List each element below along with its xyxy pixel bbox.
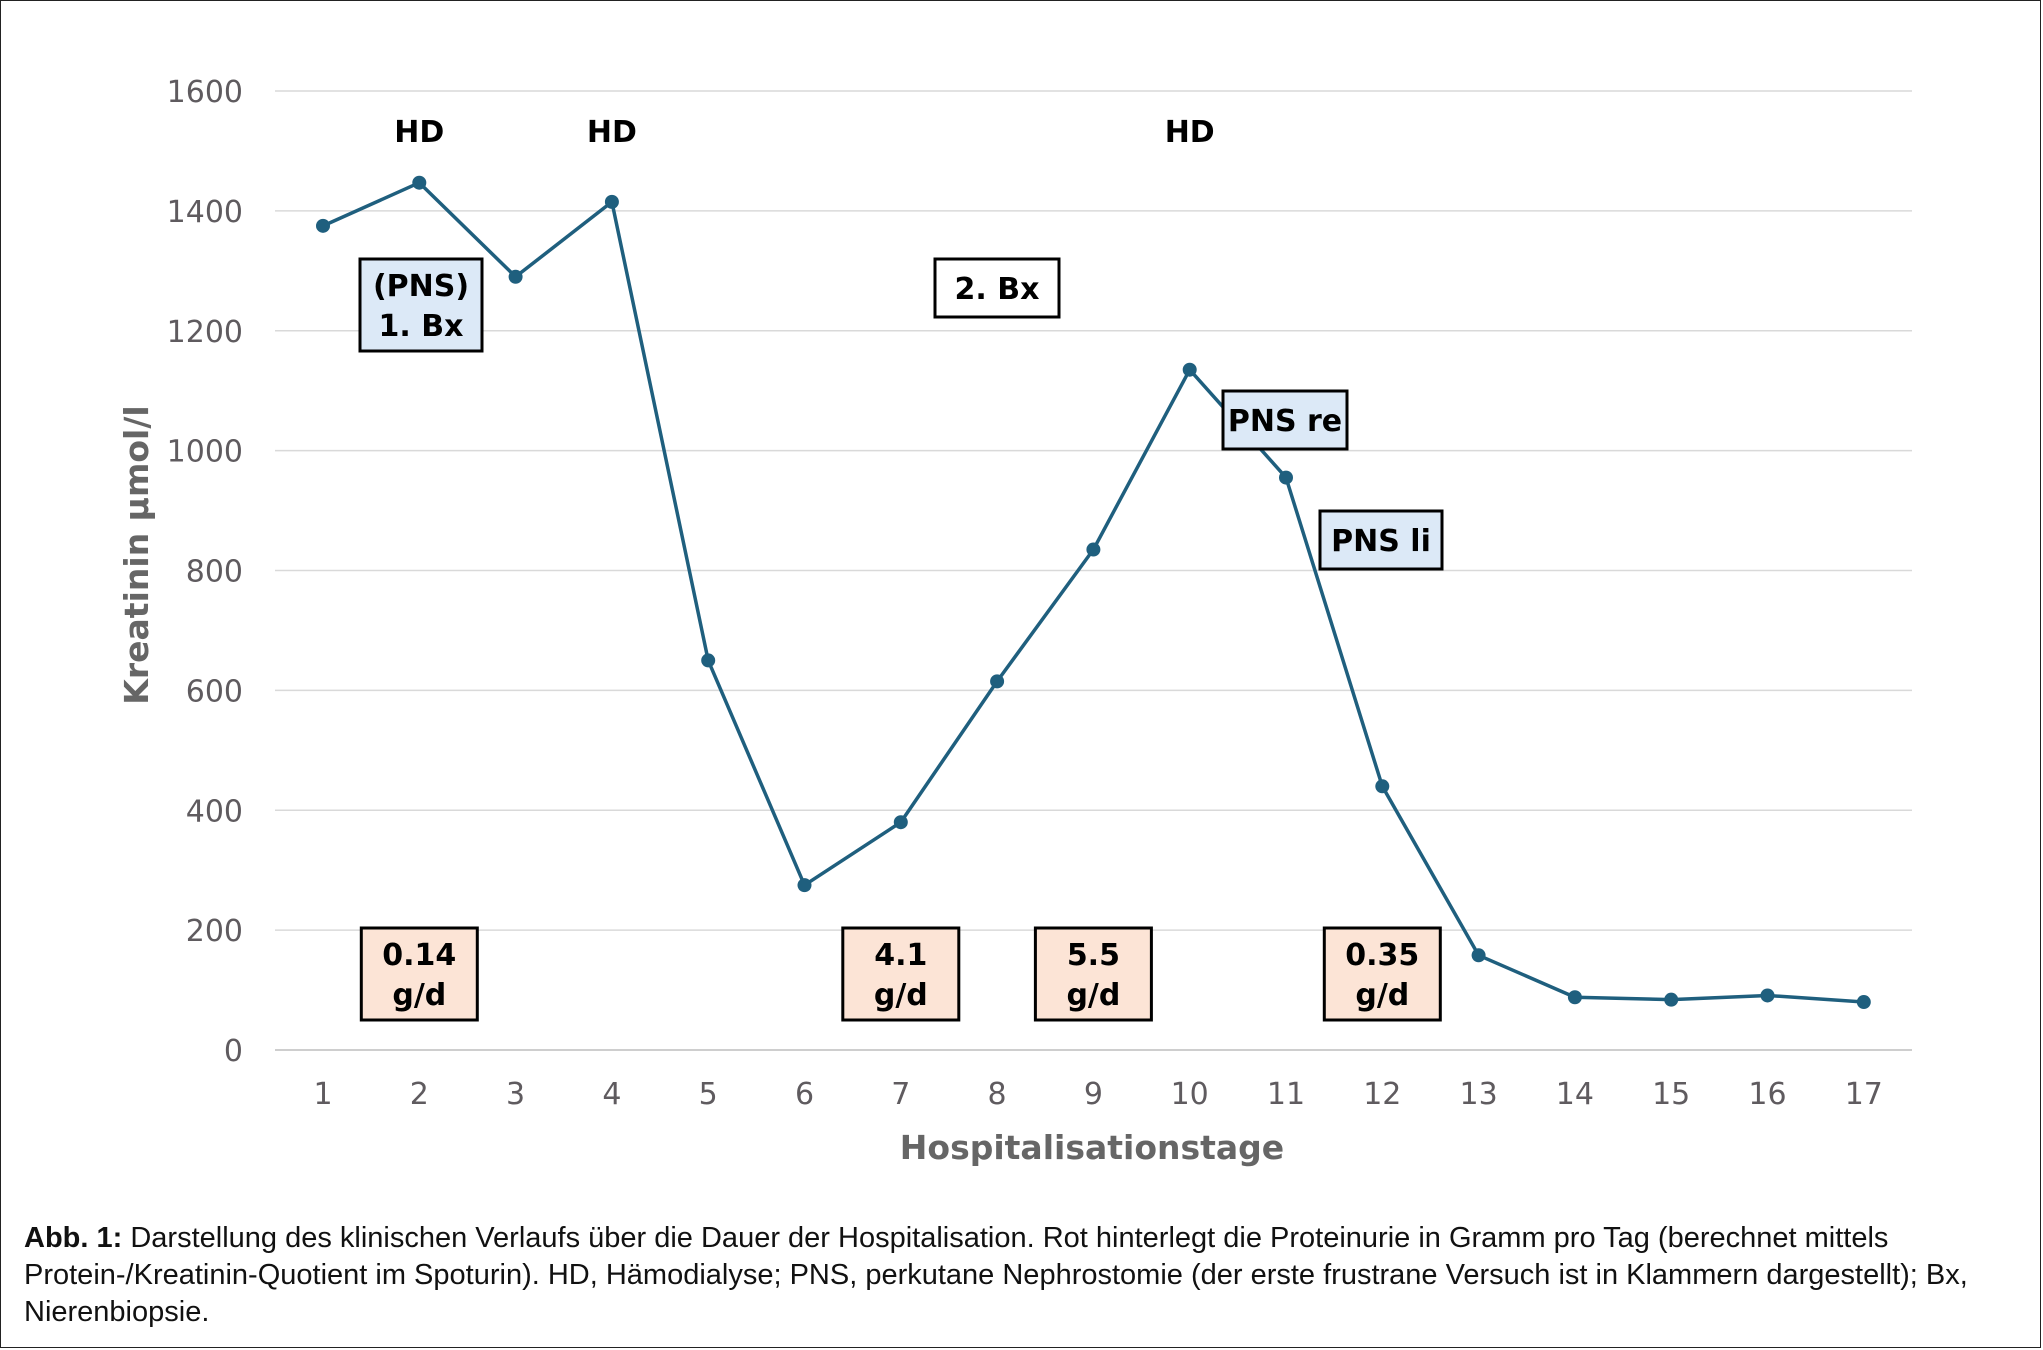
- x-tick-label: 7: [891, 1077, 910, 1112]
- y-tick-label: 400: [186, 794, 243, 829]
- x-tick-label: 8: [988, 1077, 1007, 1112]
- data-point: [1664, 992, 1679, 1007]
- y-tick-label: 600: [186, 674, 243, 709]
- proteinuria-box-text: 0.35: [1345, 938, 1419, 973]
- x-axis-title: Hospitalisationstage: [900, 1128, 1284, 1167]
- proteinuria-box-text: g/d: [392, 978, 446, 1013]
- procedure-box-text: PNS li: [1331, 524, 1431, 559]
- caption-label: Abb. 1:: [24, 1222, 123, 1254]
- gridlines: [275, 90, 1912, 1051]
- data-point: [1760, 988, 1775, 1003]
- x-tick-label: 14: [1556, 1077, 1594, 1112]
- x-tick-label: 11: [1267, 1077, 1305, 1112]
- y-axis-title: Kreatinin µmol/l: [117, 405, 156, 704]
- hd-label: HD: [587, 115, 637, 150]
- proteinuria-box-text: g/d: [874, 978, 928, 1013]
- proteinuria-box-text: g/d: [1355, 978, 1409, 1013]
- data-point: [1086, 542, 1101, 557]
- y-tick-label: 0: [224, 1034, 243, 1069]
- procedure-box: [1221, 389, 1349, 451]
- proteinuria-box-text: g/d: [1066, 978, 1120, 1013]
- proteinuria-box-text: 5.5: [1067, 938, 1120, 973]
- data-point: [1567, 990, 1582, 1005]
- kreatinin-line: [322, 180, 1864, 1004]
- procedure-box: [1318, 509, 1444, 571]
- y-tick-label: 1000: [167, 435, 243, 470]
- data-point: [1182, 362, 1197, 377]
- proteinuria-box-text: 4.1: [874, 938, 927, 973]
- data-series: [316, 175, 1871, 1010]
- y-tick-label: 1600: [167, 75, 243, 110]
- x-tick-label: 9: [1084, 1077, 1103, 1112]
- data-point: [412, 175, 427, 190]
- data-point: [1471, 948, 1486, 963]
- data-point: [604, 194, 619, 209]
- y-tick-label: 1200: [167, 315, 243, 350]
- proteinuria-box: [359, 926, 479, 1022]
- data-point: [316, 218, 330, 233]
- y-tick-label: 1400: [167, 195, 243, 230]
- x-tick-label: 13: [1460, 1077, 1498, 1112]
- x-tick-label: 17: [1845, 1077, 1883, 1112]
- x-tick-label: 15: [1652, 1077, 1690, 1112]
- data-point: [1375, 779, 1390, 794]
- data-point: [797, 878, 812, 893]
- figure-caption: Abb. 1: Darstellung des klinischen Verla…: [24, 1220, 2014, 1331]
- procedure-box-text: (PNS): [373, 269, 469, 304]
- hd-label: HD: [394, 115, 444, 150]
- data-point: [1279, 470, 1293, 485]
- x-tick-label: 10: [1171, 1077, 1209, 1112]
- caption-text: Darstellung des klinischen Verlaufs über…: [24, 1222, 1968, 1328]
- y-tick-label: 200: [186, 914, 243, 949]
- y-tick-label: 800: [186, 555, 243, 590]
- procedure-box-text: 1. Bx: [379, 309, 464, 344]
- x-tick-label: 4: [602, 1077, 621, 1112]
- data-point: [508, 269, 523, 284]
- x-tick-label: 6: [795, 1077, 814, 1112]
- data-point: [990, 674, 1005, 689]
- proteinuria-box: [1322, 926, 1442, 1022]
- proteinuria-box: [841, 926, 961, 1022]
- x-tick-label: 12: [1363, 1077, 1401, 1112]
- x-tick-label: 16: [1748, 1077, 1786, 1112]
- hd-label: HD: [1165, 115, 1215, 150]
- procedure-box-text: 2. Bx: [955, 272, 1040, 307]
- data-point: [701, 653, 716, 668]
- x-tick-label: 2: [410, 1077, 429, 1112]
- procedure-box-text: PNS re: [1228, 404, 1342, 439]
- proteinuria-box: [1033, 926, 1153, 1022]
- data-point: [1856, 995, 1871, 1010]
- x-tick-label: 1: [313, 1077, 332, 1112]
- procedure-box: [358, 257, 484, 353]
- data-point: [893, 815, 908, 830]
- x-tick-label: 5: [699, 1077, 718, 1112]
- proteinuria-box-text: 0.14: [382, 938, 456, 973]
- procedure-box: [933, 257, 1061, 319]
- x-tick-label: 3: [506, 1077, 525, 1112]
- annotations: HD HD HD (PNS) 1. Bx 2. Bx PNS re PNS li 0.14 g/d…: [358, 115, 1444, 1022]
